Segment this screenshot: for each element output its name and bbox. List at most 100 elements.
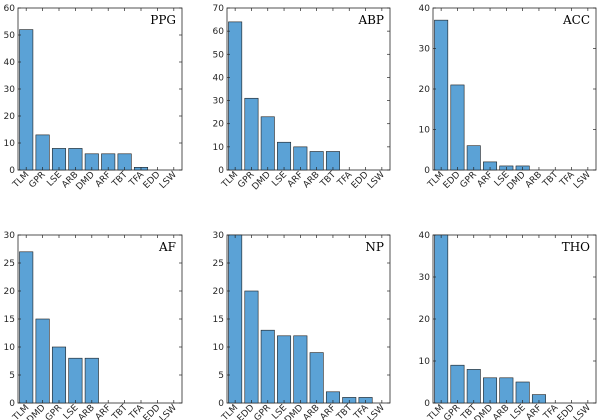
- bar: [293, 146, 308, 171]
- bar: [244, 97, 259, 171]
- y-tick-label: 30: [213, 97, 225, 107]
- y-tick-label: 40: [4, 58, 16, 68]
- x-tick-label: EDD: [350, 170, 371, 191]
- panel-title: THO: [562, 240, 590, 254]
- x-tick-label: TBT: [318, 170, 338, 190]
- y-tick-label: 20: [213, 287, 225, 297]
- y-tick-label: 5: [218, 371, 224, 381]
- bar: [19, 251, 34, 404]
- x-tick-label: ARF: [286, 170, 306, 190]
- x-tick-label: ARF: [476, 170, 496, 190]
- y-tick-label: 0: [424, 399, 430, 409]
- y-tick-label: 30: [4, 231, 16, 241]
- y-tick-label: 50: [213, 50, 225, 60]
- bar: [260, 116, 275, 171]
- bar: [277, 141, 292, 171]
- y-tick-label: 25: [4, 259, 15, 269]
- y-tick-label: 20: [4, 112, 16, 122]
- chart-panel-np: 051015202530TLMEDDGPRLSEDMDARBARFTBTTFAL…: [213, 231, 391, 420]
- y-tick-label: 10: [419, 357, 431, 367]
- bar: [293, 335, 308, 404]
- bar: [499, 377, 514, 404]
- bar: [483, 377, 498, 404]
- bar: [244, 290, 259, 404]
- x-tick-label: TBT: [110, 403, 130, 420]
- bar: [515, 381, 530, 404]
- y-tick-label: 0: [9, 166, 15, 176]
- panel-title: PPG: [150, 13, 176, 27]
- y-tick-label: 20: [419, 315, 431, 325]
- y-tick-label: 60: [213, 27, 225, 37]
- y-tick-label: 40: [419, 4, 431, 14]
- y-tick-label: 10: [419, 126, 431, 136]
- bar: [228, 234, 243, 404]
- bar: [51, 346, 67, 404]
- bar: [309, 352, 324, 404]
- bar: [51, 148, 67, 171]
- y-tick-label: 0: [9, 399, 15, 409]
- y-tick-label: 40: [419, 231, 431, 241]
- bar: [466, 145, 481, 171]
- bar: [434, 19, 449, 171]
- x-tick-label: ARB: [302, 403, 322, 420]
- panel-title: AF: [158, 240, 176, 254]
- y-tick-label: 30: [213, 231, 225, 241]
- y-tick-label: 10: [213, 343, 225, 353]
- x-tick-label: GPR: [253, 403, 273, 420]
- chart-panel-tho: 010203040TLMGPRTBTDMDARBLSEARFTFAEDDLSWT…: [419, 231, 597, 420]
- bar: [260, 329, 275, 404]
- x-tick-label: TBT: [334, 403, 354, 420]
- x-tick-label: LSE: [270, 170, 289, 189]
- y-tick-label: 10: [4, 139, 16, 149]
- x-tick-label: ARB: [302, 170, 322, 190]
- bar: [450, 364, 465, 404]
- panel-title: ABP: [357, 13, 384, 27]
- bar: [466, 369, 481, 404]
- chart-panel-acc: 010203040TLMEDDGPRARFLSEDMDARBTBTTFALSWA…: [419, 4, 597, 192]
- x-tick-label: LSE: [45, 170, 64, 189]
- x-tick-label: DMD: [75, 170, 97, 192]
- x-tick-label: EDD: [142, 170, 163, 191]
- bar: [450, 84, 465, 171]
- x-tick-label: LSW: [572, 170, 593, 191]
- y-tick-label: 15: [213, 315, 224, 325]
- chart-panel-af: 051015202530TLMDMDGPRLSEARBARFTBTTFAEDDL…: [4, 231, 183, 420]
- y-tick-label: 70: [213, 4, 225, 14]
- x-tick-label: GPR: [459, 170, 479, 190]
- bar: [434, 234, 449, 404]
- bar: [19, 29, 34, 171]
- y-tick-label: 5: [9, 371, 15, 381]
- x-tick-label: ARF: [319, 403, 339, 420]
- x-tick-label: ARF: [94, 403, 114, 420]
- bar: [68, 148, 83, 171]
- x-tick-label: TBT: [540, 170, 560, 190]
- y-tick-label: 30: [419, 45, 431, 55]
- panel-title: ACC: [562, 13, 590, 27]
- x-tick-label: GPR: [27, 170, 47, 190]
- y-tick-label: 20: [419, 85, 431, 95]
- y-tick-label: 50: [4, 31, 16, 41]
- x-tick-label: ARB: [77, 403, 97, 420]
- y-tick-label: 20: [213, 120, 225, 130]
- plot-area: [226, 7, 391, 171]
- bar: [35, 318, 50, 404]
- x-tick-label: ARF: [525, 403, 545, 420]
- x-tick-label: LSW: [158, 170, 179, 191]
- bar: [35, 134, 50, 171]
- y-tick-label: 40: [213, 73, 225, 83]
- panel-title: NP: [365, 240, 384, 254]
- y-tick-label: 0: [218, 166, 224, 176]
- x-tick-label: LSW: [366, 170, 387, 191]
- y-tick-label: 60: [4, 4, 16, 14]
- bar: [277, 335, 292, 404]
- y-tick-label: 0: [424, 166, 430, 176]
- x-tick-label: ARF: [94, 170, 114, 190]
- y-tick-label: 15: [4, 315, 15, 325]
- chart-panel-ppg: 0102030405060TLMGPRLSEARBDMDARFTBTTFAEDD…: [4, 4, 183, 192]
- bar: [84, 357, 99, 404]
- x-tick-label: ARB: [524, 170, 544, 190]
- bar: [68, 357, 83, 404]
- y-tick-label: 10: [4, 343, 16, 353]
- x-tick-label: ARB: [491, 403, 511, 420]
- y-tick-label: 25: [213, 259, 224, 269]
